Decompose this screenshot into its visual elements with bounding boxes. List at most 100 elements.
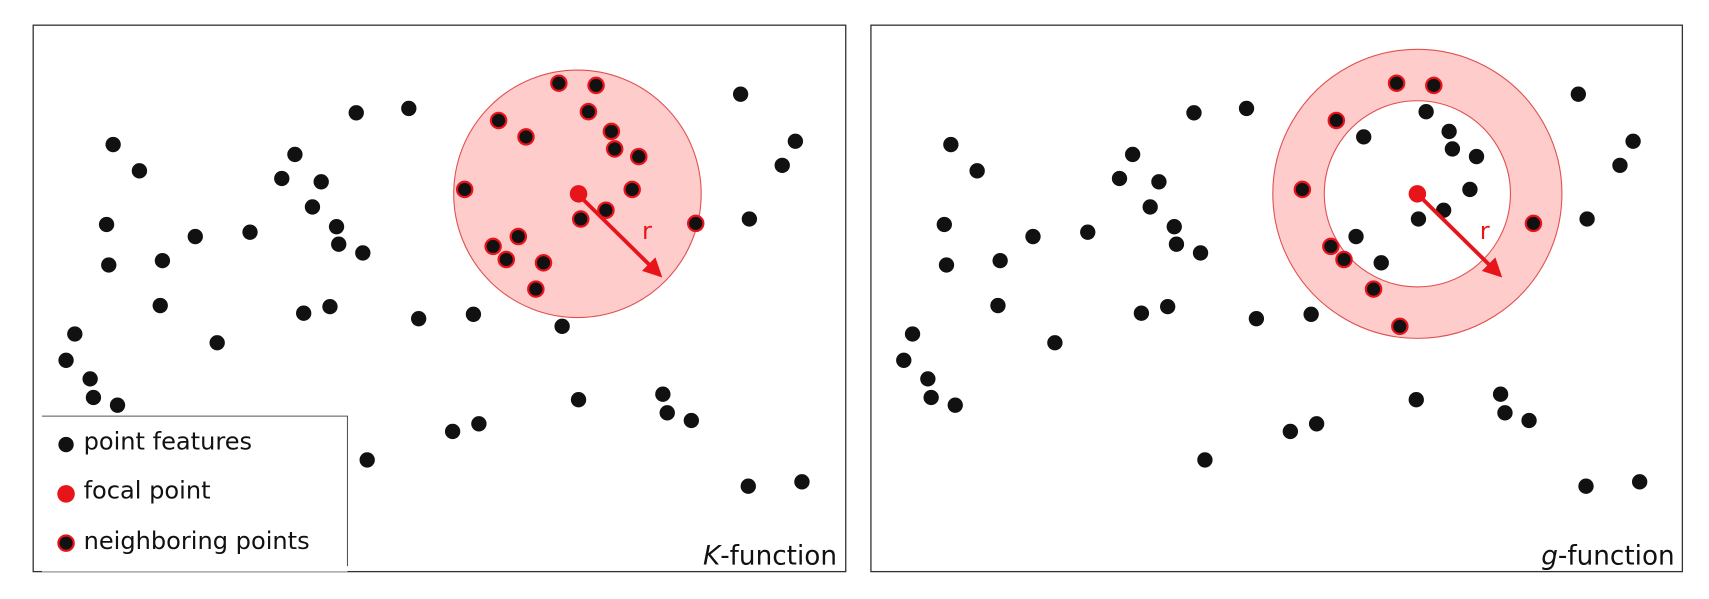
point-feature [1444, 141, 1461, 157]
point-feature [296, 305, 312, 321]
neighboring-point [630, 147, 648, 166]
point-feature [287, 146, 303, 163]
neighboring-point [1391, 317, 1409, 336]
point-feature [1579, 211, 1595, 227]
point-feature [1238, 100, 1255, 117]
point-feature [274, 170, 290, 187]
point-feature [570, 392, 587, 408]
neighboring-point [579, 102, 598, 121]
point-feature [936, 216, 952, 233]
legend-marker [58, 436, 74, 453]
point-feature [992, 252, 1008, 269]
point-feature [923, 389, 939, 406]
legend-label: point features [84, 427, 253, 455]
point-feature [1142, 199, 1158, 215]
neighboring-point [484, 237, 502, 256]
point-feature [209, 335, 225, 351]
point-feature [655, 386, 671, 402]
point-feature [741, 211, 758, 227]
point-feature [1080, 224, 1096, 240]
point-feature [1625, 133, 1641, 149]
point-feature [410, 310, 427, 327]
neighboring-point [517, 128, 535, 146]
point-feature [1197, 452, 1213, 468]
point-feature [1308, 416, 1325, 432]
point-feature [938, 257, 955, 273]
point-feature [152, 297, 168, 314]
g-focal-point [1408, 185, 1427, 203]
point-feature [105, 136, 121, 153]
point-feature [1521, 412, 1537, 429]
point-feature [1497, 405, 1513, 421]
point-feature [313, 174, 329, 190]
point-feature [58, 352, 74, 368]
point-feature [67, 326, 83, 342]
g-radius-label: r [1480, 217, 1490, 245]
neighboring-point [497, 250, 516, 269]
point-feature [1160, 298, 1176, 315]
point-feature [1418, 104, 1434, 120]
point-feature [359, 452, 375, 468]
neighboring-point [550, 74, 568, 92]
point-feature [1492, 386, 1509, 402]
point-feature [1166, 219, 1182, 235]
neighboring-point [1293, 180, 1312, 199]
point-feature [990, 297, 1006, 314]
point-feature [1373, 255, 1389, 271]
point-feature [1570, 86, 1587, 102]
point-feature [348, 105, 364, 121]
point-feature [85, 389, 102, 406]
point-feature [1133, 305, 1150, 321]
neighboring-point [1524, 214, 1543, 233]
neighboring-point [509, 227, 528, 246]
neighboring-point [1364, 280, 1383, 298]
point-feature [304, 199, 321, 215]
point-feature [355, 245, 371, 261]
legend-border [41, 415, 349, 567]
label-rest: -function [1558, 541, 1675, 571]
point-feature [98, 216, 115, 233]
point-feature [787, 133, 804, 149]
label-italic: g [1541, 541, 1558, 571]
k-panel-label: K-function [703, 541, 837, 571]
point-feature [109, 397, 126, 413]
point-feature [1441, 123, 1457, 140]
point-feature [794, 474, 810, 490]
g-panel-label: g-function [1541, 541, 1674, 571]
point-feature [740, 478, 756, 494]
neighboring-point [1425, 76, 1443, 95]
point-feature [131, 163, 148, 179]
neighboring-point [1327, 111, 1346, 130]
neighboring-point [587, 76, 605, 95]
point-feature [1410, 211, 1427, 227]
point-feature [1348, 228, 1364, 245]
point-feature [1631, 474, 1648, 490]
neighboring-point [527, 280, 545, 298]
point-feature [732, 86, 749, 102]
point-feature [943, 136, 959, 153]
point-feature [1168, 236, 1185, 252]
point-feature [1124, 146, 1141, 163]
point-feature [920, 371, 936, 387]
k-focal-point [569, 185, 588, 203]
point-feature [554, 318, 570, 334]
point-feature [401, 100, 417, 117]
point-feature [947, 397, 963, 413]
point-feature [1025, 228, 1041, 245]
legend-marker [57, 485, 75, 503]
neighboring-point [455, 180, 474, 199]
point-feature [1408, 392, 1424, 408]
point-feature [1111, 170, 1128, 187]
point-feature [328, 219, 345, 235]
legend-box [41, 416, 348, 572]
legend-label: neighboring points [84, 527, 310, 555]
points [58, 74, 1648, 494]
point-feature [154, 252, 171, 269]
point-feature [242, 224, 258, 240]
point-feature [659, 405, 675, 421]
neighboring-point [1322, 237, 1340, 256]
point-feature [1192, 245, 1209, 261]
neighboring-point [605, 140, 624, 158]
